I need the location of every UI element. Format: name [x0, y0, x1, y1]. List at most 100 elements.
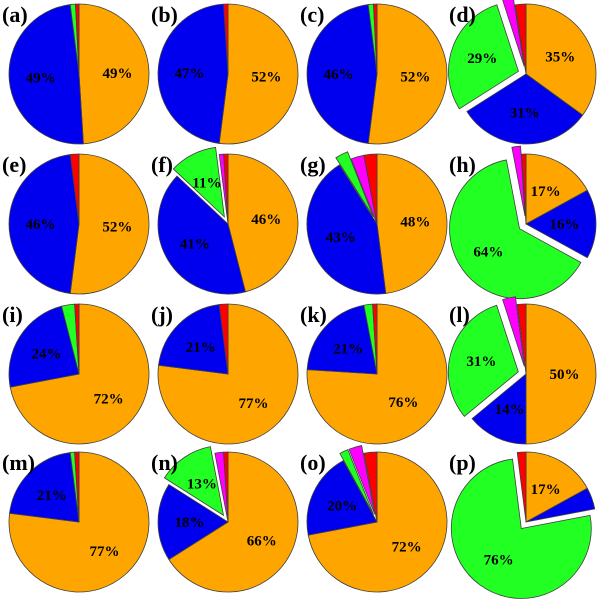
pie-panel: 50% 14% 31% (l): [447, 296, 597, 445]
pie-slice-blue: [8, 4, 84, 145]
slice-data-label: 46%: [324, 67, 354, 83]
panel-label: (d): [449, 2, 476, 27]
pie-slice-green: [335, 151, 374, 218]
panel-label: (a): [2, 2, 28, 27]
slice-data-label: 77%: [89, 544, 119, 560]
pie-slice-green: [449, 159, 582, 300]
pie-slice-blue: [8, 305, 80, 388]
pie-slice-blue: [158, 304, 229, 375]
panel-label: (b): [151, 2, 178, 27]
pie-slice-blue: [157, 3, 229, 144]
pie-slice-blue: [306, 4, 378, 144]
panel-label: (p): [449, 450, 476, 475]
panel-label: (f): [151, 152, 173, 177]
slice-data-label: 52%: [102, 219, 132, 235]
slice-data-label: 64%: [473, 244, 503, 260]
slice-data-label: 47%: [175, 66, 205, 82]
panel-label: (j): [151, 302, 173, 327]
panel-label: (e): [2, 152, 26, 177]
pie-slice-orange: [227, 153, 299, 293]
pie-slice-blue: [525, 487, 596, 523]
pie-slice-green: [448, 4, 519, 110]
panel-label: (k): [300, 302, 327, 327]
pie-slice-orange: [69, 153, 150, 295]
panel-label: (i): [2, 302, 23, 327]
pie-slice-red: [75, 3, 80, 75]
pie-slice-magenta: [511, 145, 526, 217]
slice-data-label: 52%: [400, 69, 430, 85]
panel-label: (n): [151, 450, 178, 475]
pie-slice-red: [69, 153, 80, 225]
pie-slice-red: [223, 451, 229, 523]
pie-slice-blue: [471, 373, 527, 445]
pie-slice-orange: [525, 303, 597, 445]
pie-slice-green: [339, 449, 374, 515]
slice-data-label: 72%: [94, 392, 124, 408]
pie-slice-blue: [306, 304, 378, 375]
slice-data-label: 49%: [102, 66, 132, 82]
slice-data-label: 29%: [467, 51, 497, 67]
pie-panel: 17% 16% 64% (h): [449, 145, 597, 300]
slice-data-label: 31%: [466, 354, 496, 370]
slice-data-label: 43%: [326, 230, 356, 246]
pie-slice-orange: [9, 303, 150, 445]
pie-slice-orange: [525, 153, 588, 225]
pie-panel: 72% 24% (i): [2, 302, 150, 445]
pie-panel: 52% 46% (c): [300, 2, 448, 145]
pie-panel: 77% 21%(m): [2, 450, 150, 593]
pie-panel: 72% 20% (o): [300, 445, 448, 593]
pie-slice-blue: [157, 175, 246, 295]
pie-panel: 46% 41% 11% (f): [151, 146, 299, 295]
pie-slice-red: [223, 3, 229, 75]
pie-slice-orange: [367, 3, 448, 145]
slice-data-label: 76%: [388, 395, 418, 411]
slice-data-label: 17%: [531, 184, 561, 200]
pie-slice-blue: [525, 189, 597, 259]
slice-data-label: 11%: [192, 176, 221, 192]
pie-slice-green: [450, 458, 592, 599]
pie-slice-red: [363, 153, 378, 225]
slice-data-label: 20%: [327, 499, 357, 515]
pie-panel: 49% 49% (a): [2, 2, 150, 145]
slice-data-label: 13%: [187, 477, 217, 493]
pie-panel: 52% 47% (b): [151, 2, 299, 145]
pie-panel: 35% 31% 29% (d): [448, 0, 597, 145]
panel-label: (g): [300, 152, 326, 177]
slice-data-label: 50%: [550, 367, 580, 383]
pie-slice-green: [172, 146, 225, 218]
pie-slice-blue: [157, 483, 229, 561]
slice-data-label: 18%: [175, 515, 205, 531]
pie-panel: 52% 46% (e): [2, 152, 150, 295]
pie-slice-blue: [306, 164, 387, 295]
pie-slice-red: [372, 303, 378, 375]
pie-slice-orange: [525, 451, 588, 523]
slice-data-label: 31%: [510, 105, 540, 121]
pie-panel: 66% 18% 13% (n): [151, 446, 299, 593]
slice-data-label: 52%: [251, 69, 281, 85]
pie-slice-red: [373, 3, 378, 75]
slice-data-label: 16%: [550, 217, 580, 233]
pie-slice-orange: [376, 153, 448, 294]
panel-label: (l): [449, 302, 470, 327]
pie-slice-red: [516, 303, 527, 375]
pie-slice-green: [163, 446, 225, 517]
slice-data-label: 24%: [31, 346, 61, 362]
slice-data-label: 14%: [495, 402, 525, 418]
pie-slice-red: [74, 303, 80, 375]
pie-slice-red: [218, 303, 229, 375]
slice-data-label: 21%: [37, 488, 67, 504]
pie-slice-orange: [168, 451, 299, 593]
pie-slice-orange: [525, 3, 597, 116]
slice-data-label: 77%: [238, 396, 268, 412]
pie-slice-magenta: [348, 445, 376, 515]
pie-panel: 76% 21% (k): [300, 302, 448, 445]
pie-slice-magenta: [502, 296, 525, 367]
pie-slice-red: [514, 3, 527, 75]
slice-data-label: 41%: [180, 237, 210, 253]
pie-slice-red: [74, 451, 80, 523]
pie-slice-orange: [307, 451, 448, 593]
slice-data-label: 21%: [186, 340, 216, 356]
pie-panel: 17% 76% (p): [449, 450, 596, 599]
